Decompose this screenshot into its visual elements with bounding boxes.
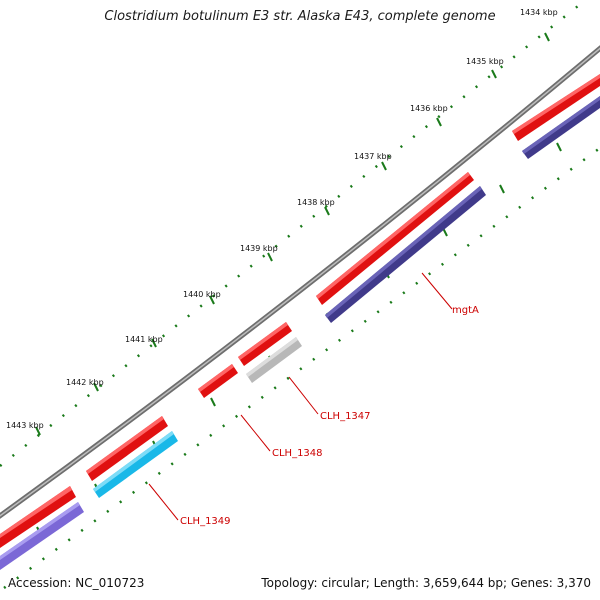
gene-feature-CLH_1347-forward[interactable] <box>238 322 292 366</box>
forward-features <box>0 74 600 548</box>
gene-label-CLH_1347[interactable]: CLH_1347 <box>320 411 371 422</box>
gene-feature-CLH_1349-reverse[interactable] <box>93 431 178 498</box>
scale-label-1440: 1440 kbp <box>183 290 221 299</box>
outer-scale-ruler <box>0 5 579 467</box>
gene-label-CLH_1348[interactable]: CLH_1348 <box>272 448 323 459</box>
gene-feature-CLH_1349-forward[interactable] <box>86 416 168 481</box>
gene-feature-mgtA-reverse[interactable] <box>325 186 486 323</box>
scale-label-1434: 1434 kbp <box>520 8 558 17</box>
scale-label-1438: 1438 kbp <box>297 198 335 207</box>
outer-major-ticks <box>35 32 550 436</box>
label-connectors <box>148 272 453 521</box>
scale-label-1437: 1437 kbp <box>354 152 392 161</box>
genome-summary-text: Topology: circular; Length: 3,659,644 bp… <box>261 576 591 590</box>
gene-feature-left-forward[interactable] <box>0 486 76 548</box>
map-title: Clostridium botulinum E3 str. Alaska E43… <box>104 9 496 24</box>
gene-feature-left-reverse[interactable] <box>0 502 84 570</box>
scale-label-1443: 1443 kbp <box>6 421 44 430</box>
gene-feature-mgtA-forward[interactable] <box>316 172 474 305</box>
scale-label-1439: 1439 kbp <box>240 244 278 253</box>
gene-feature-CLH_1347-reverse[interactable] <box>246 337 302 383</box>
reverse-features <box>0 96 600 570</box>
gene-label-mgtA[interactable]: mgtA <box>452 305 479 316</box>
accession-text: Accession: NC_010723 <box>8 576 145 590</box>
gene-feature-1434-reverse[interactable] <box>522 96 600 159</box>
gene-feature-1434-forward[interactable] <box>512 74 600 141</box>
gene-feature-CLH_1348-forward[interactable] <box>198 364 238 398</box>
inner-scale-ruler <box>3 146 600 590</box>
gene-labels: mgtA CLH_1347 CLH_1348 CLH_1349 <box>180 305 479 527</box>
scale-label-1441: 1441 kbp <box>125 335 163 344</box>
genome-backbone <box>0 45 600 519</box>
scale-label-1442: 1442 kbp <box>66 378 104 387</box>
gene-label-CLH_1349[interactable]: CLH_1349 <box>180 516 231 527</box>
scale-label-1436: 1436 kbp <box>410 104 448 113</box>
scale-labels: 1434 kbp 1435 kbp 1436 kbp 1437 kbp 1438… <box>6 8 558 430</box>
scale-label-1435: 1435 kbp <box>466 57 504 66</box>
